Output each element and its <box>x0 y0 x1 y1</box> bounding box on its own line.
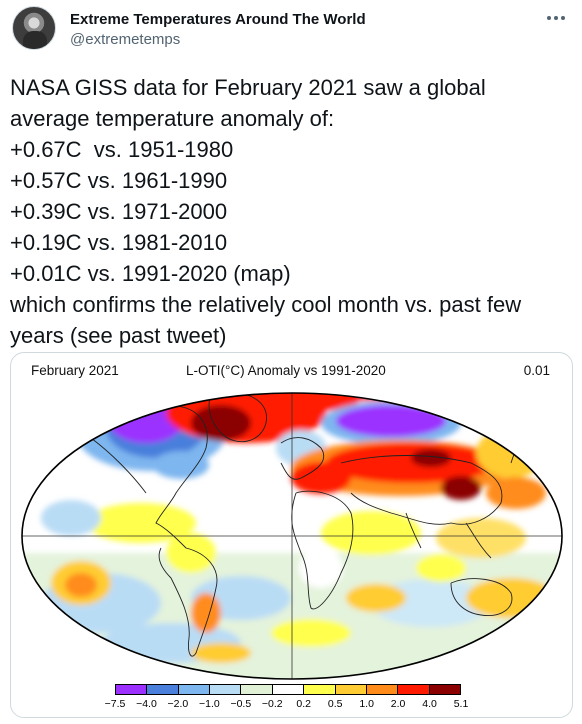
tweet-line: years (see past tweet) <box>10 323 227 348</box>
legend-label: −0.2 <box>261 698 283 710</box>
map-image[interactable]: February 2021 L-OTI(°C) Anomaly vs 1991-… <box>10 352 573 718</box>
tweet-line: average temperature anomaly of: <box>10 106 335 131</box>
legend-swatch <box>116 685 148 694</box>
legend-swatch <box>272 685 305 694</box>
map-title: L-OTI(°C) Anomaly vs 1991-2020 <box>186 363 386 378</box>
map-global-mean: 0.01 <box>523 363 550 378</box>
legend-swatch <box>210 685 242 694</box>
tweet-text: NASA GISS data for February 2021 saw a g… <box>10 72 575 351</box>
legend-swatch <box>147 685 179 694</box>
legend-label: 1.0 <box>359 698 374 710</box>
legend-label: −0.5 <box>230 698 252 710</box>
legend-swatch <box>429 685 460 694</box>
tweet-line: NASA GISS data for February 2021 saw a g… <box>10 75 486 100</box>
legend-label: 0.2 <box>296 698 312 710</box>
map-month-label: February 2021 <box>31 363 119 378</box>
tweet-line: which confirms the relatively cool month… <box>10 292 522 317</box>
more-options-icon[interactable] <box>544 10 568 26</box>
legend-swatch <box>178 685 211 694</box>
avatar[interactable] <box>12 6 56 50</box>
tweet-line: +0.01C vs. 1991-2020 (map) <box>10 261 291 286</box>
avatar-silhouette <box>23 31 47 49</box>
legend-swatch <box>366 685 399 694</box>
legend-label: 0.5 <box>327 698 343 710</box>
legend-labels: −7.5 −4.0 −2.0 −1.0 −0.5 −0.2 0.2 0.5 1.… <box>105 698 475 712</box>
anomaly-map <box>21 392 563 680</box>
legend-swatch <box>335 685 367 694</box>
legend-label: −2.0 <box>167 698 189 710</box>
color-legend <box>115 684 461 695</box>
tweet-line: +0.57C vs. 1961-1990 <box>10 168 228 193</box>
legend-label: −4.0 <box>136 698 157 710</box>
legend-label: 2.0 <box>390 698 406 710</box>
legend-label: −7.5 <box>104 698 126 710</box>
legend-label: 5.1 <box>453 698 469 710</box>
legend-swatch <box>304 685 336 694</box>
author-handle[interactable]: @extremetemps <box>70 31 181 48</box>
author-display-name[interactable]: Extreme Temperatures Around The World <box>70 11 366 28</box>
tweet-line: +0.39C vs. 1971-2000 <box>10 199 228 224</box>
legend-swatch <box>241 685 273 694</box>
legend-swatch <box>398 685 430 694</box>
tweet-line: +0.67C vs. 1951-1980 <box>10 137 234 162</box>
tweet-line: +0.19C vs. 1981-2010 <box>10 230 228 255</box>
legend-label: −1.0 <box>198 698 220 710</box>
legend-label: 4.0 <box>422 698 437 710</box>
